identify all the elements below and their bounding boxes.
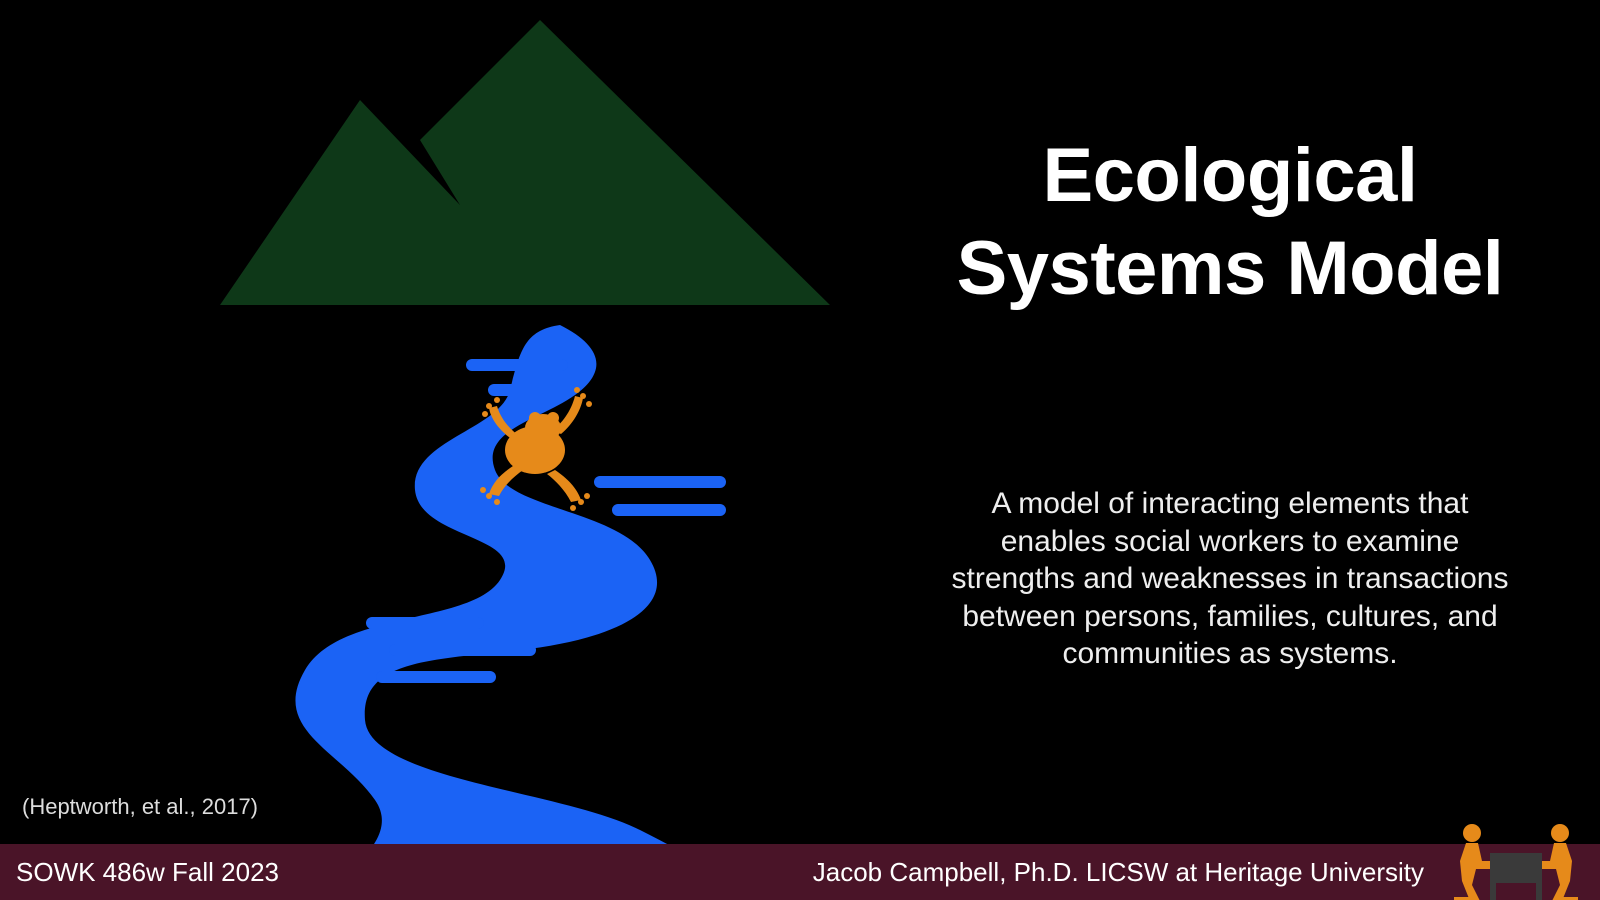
meeting-icon	[1446, 807, 1586, 900]
footer-course: SOWK 486w Fall 2023	[16, 857, 279, 888]
river-icon	[295, 325, 760, 900]
mountain-icon	[220, 20, 830, 305]
footer-bar: SOWK 486w Fall 2023 Jacob Campbell, Ph.D…	[0, 844, 1600, 900]
citation-text: (Heptworth, et al., 2017)	[22, 794, 258, 820]
nature-graphic	[0, 0, 900, 900]
slide-title: Ecological Systems Model	[950, 130, 1510, 315]
slide-body: A model of interacting elements that ena…	[950, 485, 1510, 673]
footer-author: Jacob Campbell, Ph.D. LICSW at Heritage …	[813, 857, 1424, 888]
slide-root: Ecological Systems Model A model of inte…	[0, 0, 1600, 900]
